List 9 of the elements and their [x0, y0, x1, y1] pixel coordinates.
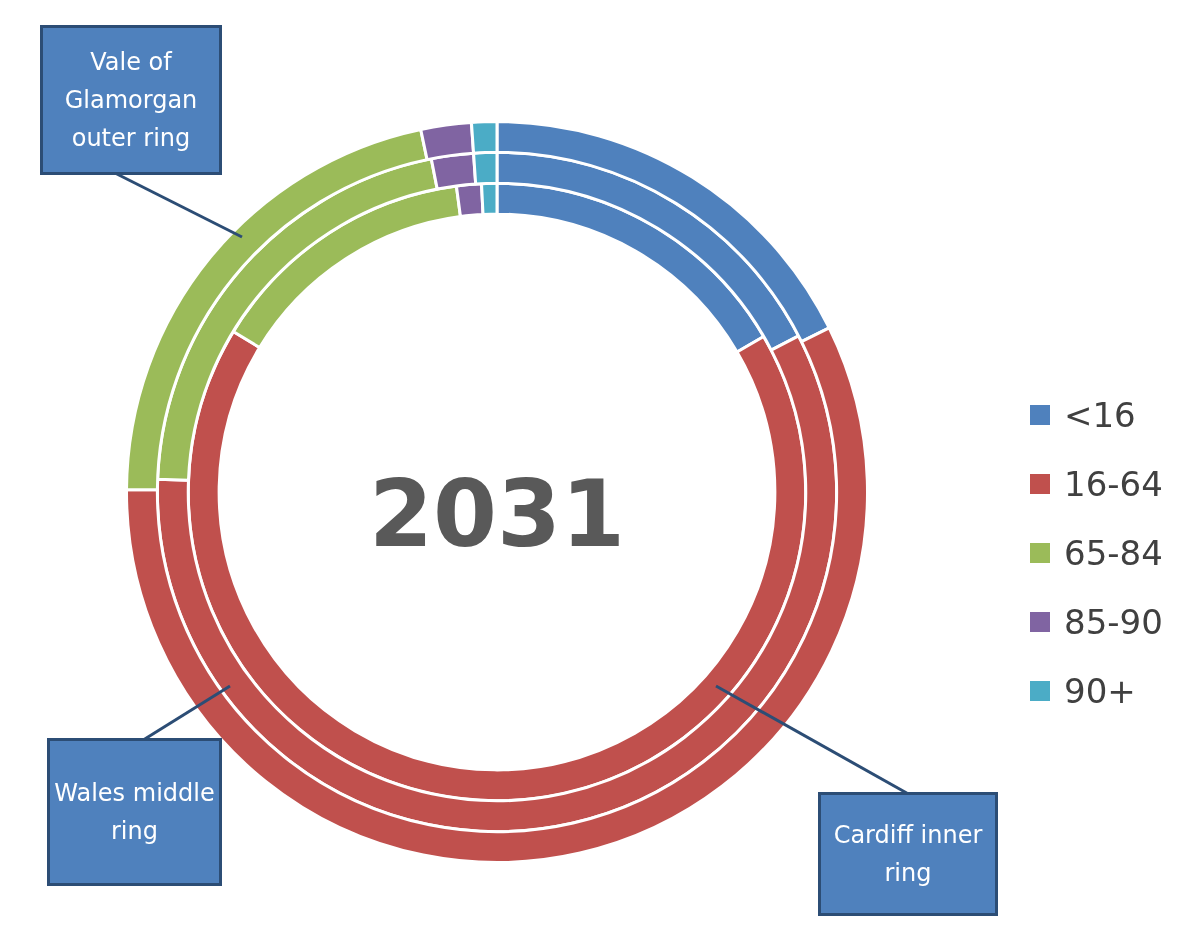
text: Vale of Glamorgan outer ring: [40, 25, 222, 175]
legend-label: 85-90: [1064, 601, 1163, 642]
text: Cardiff inner ring: [818, 792, 998, 916]
text: Wales middle ring: [47, 738, 222, 886]
text: 2031: [368, 460, 626, 568]
legend-label: 65-84: [1064, 532, 1163, 573]
legend-label: 90+: [1064, 670, 1136, 711]
legend-label: 16-64: [1064, 463, 1163, 504]
legend-label: <16: [1064, 394, 1136, 435]
